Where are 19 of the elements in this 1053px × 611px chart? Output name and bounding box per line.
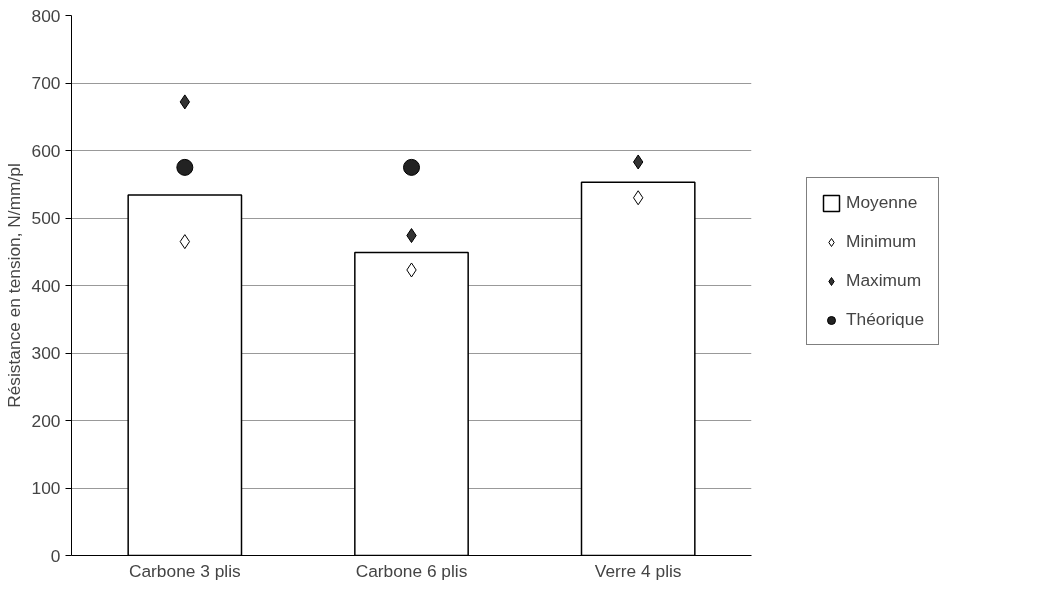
legend-label: Moyenne xyxy=(846,192,918,213)
y-axis-title: Résistance en tension, N/mm/pl xyxy=(3,163,24,408)
y-tick-label: 100 xyxy=(31,478,61,498)
x-tick-label: Carbone 6 plis xyxy=(355,560,468,581)
x-tick-label: Carbone 3 plis xyxy=(128,560,242,581)
point xyxy=(176,158,194,176)
y-tick-label: 600 xyxy=(31,140,61,161)
point xyxy=(403,158,420,176)
y-tick-label: 400 xyxy=(31,275,61,296)
y-tick-label: 0 xyxy=(50,545,61,566)
legend-label: Maximum xyxy=(846,270,922,291)
y-tick-label: 300 xyxy=(31,343,61,363)
legend-label: Minimum xyxy=(846,231,917,252)
y-tick-label: 200 xyxy=(31,410,61,431)
legend-label: Théorique xyxy=(846,309,925,330)
y-tick-label: 800 xyxy=(31,5,61,26)
y-tick-label: 700 xyxy=(31,73,61,93)
y-tick-label: 500 xyxy=(31,208,61,228)
x-tick-label: Verre 4 plis xyxy=(594,560,682,581)
